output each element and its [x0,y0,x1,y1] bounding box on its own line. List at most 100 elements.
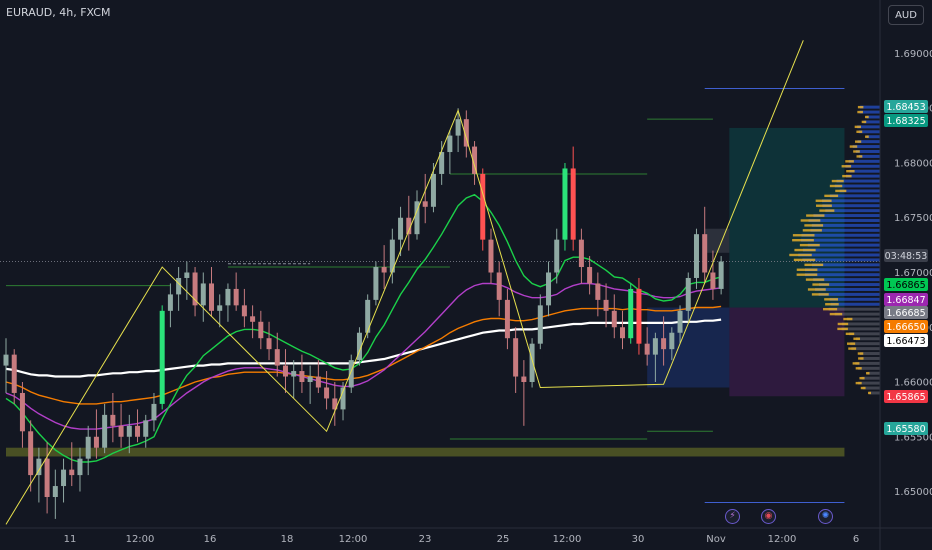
candle[interactable] [389,228,395,284]
candle[interactable] [274,332,280,377]
eu-flag-event-icon[interactable]: ✺ [818,509,833,524]
candles-layer[interactable] [3,108,724,519]
candle[interactable] [85,425,91,476]
candle[interactable] [61,458,67,503]
price-label-box [884,390,928,403]
candle[interactable] [496,261,502,317]
candle[interactable] [570,146,576,251]
candle[interactable] [126,414,132,454]
candle[interactable] [595,272,601,317]
volume-profile-bar [807,243,880,247]
candle[interactable] [472,141,478,185]
candle[interactable] [200,272,206,322]
candle[interactable] [77,447,83,492]
candle[interactable] [373,261,379,306]
candle[interactable] [546,261,552,317]
candle[interactable] [151,392,157,432]
candle[interactable] [340,382,346,421]
candle[interactable] [603,283,609,328]
candle[interactable] [307,365,313,404]
candle[interactable] [710,250,716,300]
candle[interactable] [3,338,9,393]
candle[interactable] [69,442,75,487]
candle[interactable] [291,360,297,399]
candle[interactable] [356,327,362,366]
candle[interactable] [480,168,486,251]
candle[interactable] [439,141,445,185]
candle[interactable] [209,267,214,317]
candle[interactable] [513,327,519,393]
candle[interactable] [422,173,428,224]
candle[interactable] [315,360,321,393]
candle[interactable] [463,110,469,158]
candle[interactable] [578,228,584,284]
candle[interactable] [554,228,560,284]
candle[interactable] [299,354,305,393]
candle[interactable] [135,409,141,443]
candle[interactable] [406,195,412,251]
candle[interactable] [652,332,658,383]
candle[interactable] [44,442,50,514]
candle[interactable] [217,294,223,328]
candle[interactable] [669,327,675,361]
candle[interactable] [718,256,724,295]
candle[interactable] [52,469,58,519]
candle[interactable] [636,277,642,355]
candle[interactable] [192,267,198,317]
candle[interactable] [504,288,510,350]
candle[interactable] [167,283,173,328]
candle[interactable] [258,310,264,350]
candle[interactable] [143,414,149,448]
candle[interactable] [11,349,17,404]
candle[interactable] [159,305,165,410]
candle[interactable] [693,228,699,289]
candle[interactable] [282,349,288,393]
candle[interactable] [184,261,190,300]
candle[interactable] [381,245,387,289]
candle[interactable] [250,305,256,339]
candle[interactable] [620,310,625,350]
candle[interactable] [332,382,338,426]
candle[interactable] [233,272,239,311]
candle[interactable] [611,294,617,339]
candle[interactable] [455,108,461,153]
candle[interactable] [685,272,691,322]
candle[interactable] [110,392,116,443]
price-label-text: 03:48:53 [885,251,928,262]
candle[interactable] [677,305,683,344]
candle[interactable] [587,256,593,295]
candle[interactable] [521,360,527,426]
candle[interactable] [414,190,420,240]
candle[interactable] [225,283,231,322]
candle[interactable] [628,283,634,344]
candle[interactable] [176,267,182,311]
candle[interactable] [28,420,34,492]
candle[interactable] [118,403,124,448]
candle[interactable] [36,447,42,503]
lightning-event-icon[interactable]: ⚡ [725,509,740,524]
candle[interactable] [447,130,453,174]
candle[interactable] [702,206,708,284]
candle[interactable] [398,206,404,257]
candle[interactable] [241,288,247,328]
candle[interactable] [93,409,99,459]
candle[interactable] [661,316,667,366]
volume-profile-value-bar [825,303,839,306]
candle[interactable] [562,162,568,251]
price-tick-label: 1.67500 [894,213,932,224]
candle[interactable] [537,294,543,350]
candle-body [447,135,453,153]
candle[interactable] [644,327,650,366]
time-axis[interactable]: 11 12:00 16 18 12:00 23 25 12:00 30 Nov 12:00 6 [64,534,860,545]
symbol-title[interactable]: EURAUD, 4h, FXCM [6,6,111,19]
candle[interactable] [348,354,354,393]
candle[interactable] [488,228,494,284]
candle[interactable] [324,371,330,410]
candle[interactable] [529,338,535,388]
candle[interactable] [266,321,272,361]
australia-flag-event-icon[interactable]: ◉ [761,509,776,524]
candle[interactable] [102,403,108,454]
currency-button[interactable]: AUD [888,5,924,25]
candle[interactable] [19,382,25,448]
